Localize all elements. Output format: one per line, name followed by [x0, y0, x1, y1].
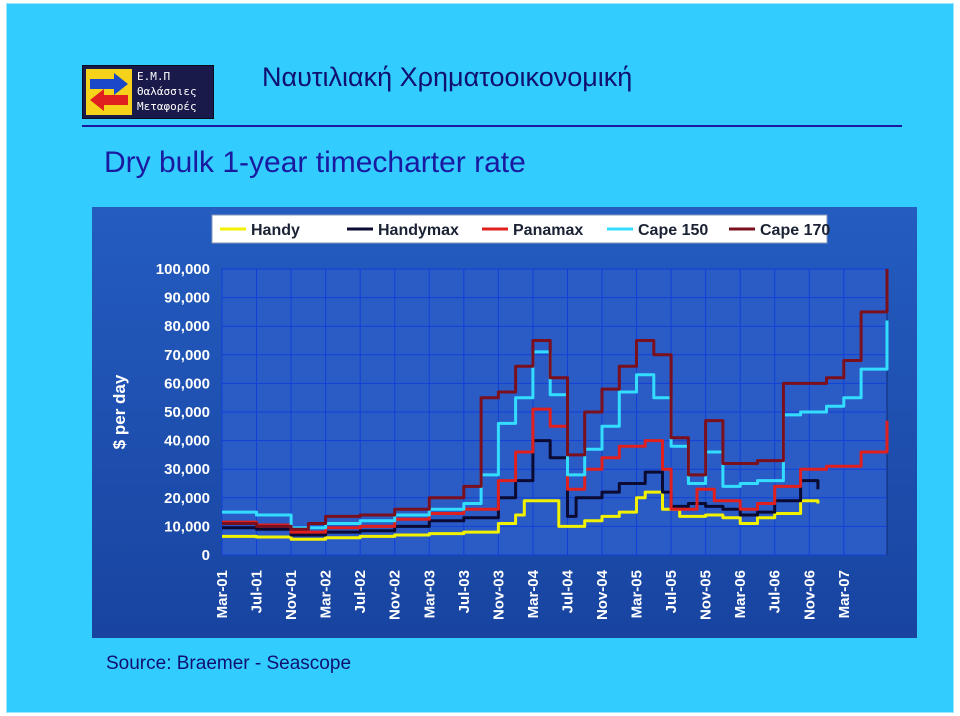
y-axis-label: $ per day — [110, 374, 129, 449]
series-line-panamax — [222, 407, 889, 534]
x-tick-label: Mar-07 — [836, 570, 853, 618]
title-divider — [82, 125, 902, 127]
logo-line-2: Θαλάσσιες — [137, 85, 197, 98]
y-tick-label: 50,000 — [164, 404, 210, 421]
y-tick-label: 80,000 — [164, 318, 210, 335]
x-tick-label: Jul-01 — [249, 570, 266, 613]
ntua-logo: Ε.Μ.Π Θαλάσσιες Μεταφορές — [82, 65, 214, 119]
source-note: Source: Braemer - Seascope — [106, 653, 352, 674]
x-tick-label: Nov-06 — [801, 570, 818, 620]
app-title: Ναυτιλιακή Χρηματοοικονομική — [262, 62, 633, 92]
series-line-cape170 — [222, 269, 889, 531]
y-tick-label: 0 — [202, 547, 210, 564]
x-tick-label: Jul-02 — [352, 570, 369, 613]
x-tick-label: Nov-03 — [490, 570, 507, 620]
series-line-handymax — [222, 439, 820, 537]
legend: Handy Handymax Panamax Cape 150 Cape 170 — [220, 222, 830, 239]
y-tick-label: 90,000 — [164, 290, 210, 307]
logo-line-3: Μεταφορές — [137, 100, 197, 113]
x-tick-label: Jul-06 — [767, 570, 784, 613]
y-tick-label: 40,000 — [164, 433, 210, 450]
x-tick-label: Nov-02 — [387, 570, 404, 620]
x-tick-label: Nov-01 — [283, 570, 300, 620]
y-tick-labels: 0 10,000 20,000 30,000 40,000 50,000 60,000 70,… — [156, 261, 210, 564]
timecharter-rate-chart: 0 10,000 20,000 30,000 40,000 50,000 60,000 70,… — [110, 214, 889, 620]
x-tick-label: Jul-04 — [559, 569, 576, 613]
legend-box — [211, 214, 828, 244]
x-tick-label: Mar-02 — [318, 570, 335, 618]
x-tick-label: Mar-01 — [214, 570, 231, 618]
series-line-handy — [222, 490, 820, 541]
x-tick-label: Nov-04 — [594, 569, 611, 620]
legend-label-cape170: Cape 170 — [760, 222, 830, 239]
x-tick-label: Mar-04 — [525, 569, 542, 618]
series-lines — [222, 269, 889, 541]
x-tick-label: Jul-05 — [663, 570, 680, 613]
legend-label-handymax: Handymax — [378, 222, 459, 239]
x-tick-label: Mar-05 — [629, 570, 646, 618]
chart-panel: 0 10,000 20,000 30,000 40,000 50,000 60,000 70,… — [92, 207, 917, 638]
y-tick-label: 20,000 — [164, 490, 210, 507]
x-tick-label: Mar-03 — [421, 570, 438, 618]
x-tick-labels: Mar-01 Jul-01 Nov-01 Mar-02 Jul-02 Nov-02 Mar-… — [214, 569, 853, 620]
y-tick-label: 100,000 — [156, 261, 210, 278]
y-tick-label: 70,000 — [164, 347, 210, 364]
y-tick-label: 10,000 — [164, 518, 210, 535]
exchange-arrows-icon — [86, 69, 132, 115]
legend-label-panamax: Panamax — [513, 222, 583, 239]
legend-label-handy: Handy — [251, 222, 300, 239]
logo-line-1: Ε.Μ.Π — [137, 70, 171, 83]
x-tick-label: Jul-03 — [456, 570, 473, 613]
y-tick-label: 30,000 — [164, 461, 210, 478]
x-tick-label: Nov-05 — [698, 570, 715, 620]
slide-title: Dry bulk 1-year timecharter rate — [104, 146, 526, 179]
legend-label-cape150: Cape 150 — [638, 222, 708, 239]
x-tick-label: Mar-06 — [732, 570, 749, 618]
y-tick-label: 60,000 — [164, 375, 210, 392]
